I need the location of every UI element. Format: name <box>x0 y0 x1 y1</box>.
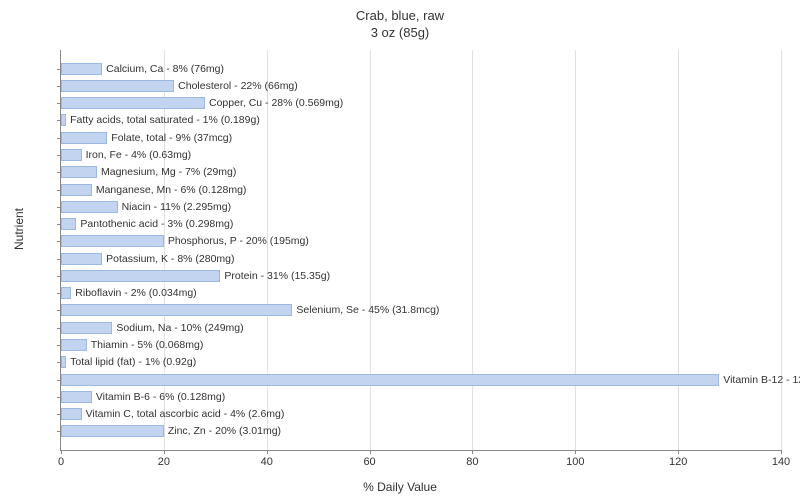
x-tick-mark <box>61 450 62 454</box>
nutrient-label: Potassium, K - 8% (280mg) <box>102 252 234 266</box>
nutrient-bar <box>61 166 97 178</box>
nutrient-label: Total lipid (fat) - 1% (0.92g) <box>66 355 196 369</box>
x-tick-label: 80 <box>466 456 478 468</box>
gridline <box>370 50 371 450</box>
x-tick-mark <box>575 450 576 454</box>
x-tick-label: 140 <box>772 456 790 468</box>
chart-title: Crab, blue, raw 3 oz (85g) <box>0 0 800 42</box>
nutrient-bar <box>61 149 82 161</box>
nutrient-label: Zinc, Zn - 20% (3.01mg) <box>164 424 281 438</box>
nutrient-label: Thiamin - 5% (0.068mg) <box>87 338 204 352</box>
nutrient-chart: Crab, blue, raw 3 oz (85g) Nutrient 0204… <box>0 0 800 500</box>
x-tick-mark <box>678 450 679 454</box>
x-axis-label: % Daily Value <box>0 480 800 494</box>
gridline <box>472 50 473 450</box>
nutrient-bar <box>61 201 118 213</box>
nutrient-bar <box>61 339 87 351</box>
nutrient-bar <box>61 235 164 247</box>
nutrient-bar <box>61 270 220 282</box>
nutrient-label: Phosphorus, P - 20% (195mg) <box>164 234 309 248</box>
nutrient-bar <box>61 80 174 92</box>
x-tick-label: 120 <box>669 456 687 468</box>
nutrient-label: Manganese, Mn - 6% (0.128mg) <box>92 183 247 197</box>
nutrient-label: Riboflavin - 2% (0.034mg) <box>71 286 196 300</box>
nutrient-bar <box>61 374 719 386</box>
x-tick-label: 0 <box>58 456 64 468</box>
x-tick-label: 60 <box>363 456 375 468</box>
nutrient-label: Magnesium, Mg - 7% (29mg) <box>97 165 236 179</box>
gridline <box>678 50 679 450</box>
x-tick-mark <box>164 450 165 454</box>
title-line1: Crab, blue, raw <box>356 8 444 23</box>
y-axis-label: Nutrient <box>12 208 26 250</box>
nutrient-label: Protein - 31% (15.35g) <box>220 269 330 283</box>
x-tick-mark <box>370 450 371 454</box>
nutrient-bar <box>61 322 112 334</box>
gridline <box>575 50 576 450</box>
title-line2: 3 oz (85g) <box>371 25 430 40</box>
x-tick-mark <box>267 450 268 454</box>
nutrient-label: Cholesterol - 22% (66mg) <box>174 79 298 93</box>
nutrient-bar <box>61 253 102 265</box>
nutrient-label: Vitamin C, total ascorbic acid - 4% (2.6… <box>82 407 285 421</box>
nutrient-label: Selenium, Se - 45% (31.8mcg) <box>292 303 439 317</box>
nutrient-bar <box>61 97 205 109</box>
gridline <box>781 50 782 450</box>
nutrient-label: Sodium, Na - 10% (249mg) <box>112 321 243 335</box>
nutrient-label: Fatty acids, total saturated - 1% (0.189… <box>66 113 260 127</box>
nutrient-bar <box>61 287 71 299</box>
x-tick-label: 20 <box>158 456 170 468</box>
nutrient-label: Copper, Cu - 28% (0.569mg) <box>205 96 343 110</box>
nutrient-label: Calcium, Ca - 8% (76mg) <box>102 62 224 76</box>
plot-area: 020406080100120140Calcium, Ca - 8% (76mg… <box>60 50 781 451</box>
x-tick-label: 40 <box>261 456 273 468</box>
nutrient-bar <box>61 408 82 420</box>
x-tick-mark <box>781 450 782 454</box>
nutrient-label: Pantothenic acid - 3% (0.298mg) <box>76 217 233 231</box>
nutrient-bar <box>61 63 102 75</box>
nutrient-bar <box>61 304 292 316</box>
nutrient-label: Folate, total - 9% (37mcg) <box>107 131 232 145</box>
nutrient-bar <box>61 132 107 144</box>
x-tick-label: 100 <box>566 456 584 468</box>
nutrient-label: Iron, Fe - 4% (0.63mg) <box>82 148 192 162</box>
nutrient-bar <box>61 184 92 196</box>
x-tick-mark <box>472 450 473 454</box>
nutrient-label: Niacin - 11% (2.295mg) <box>118 200 232 214</box>
nutrient-label: Vitamin B-12 - 128% (7.65mcg) <box>719 373 800 387</box>
nutrient-bar <box>61 218 76 230</box>
nutrient-bar <box>61 425 164 437</box>
nutrient-bar <box>61 391 92 403</box>
nutrient-label: Vitamin B-6 - 6% (0.128mg) <box>92 390 225 404</box>
